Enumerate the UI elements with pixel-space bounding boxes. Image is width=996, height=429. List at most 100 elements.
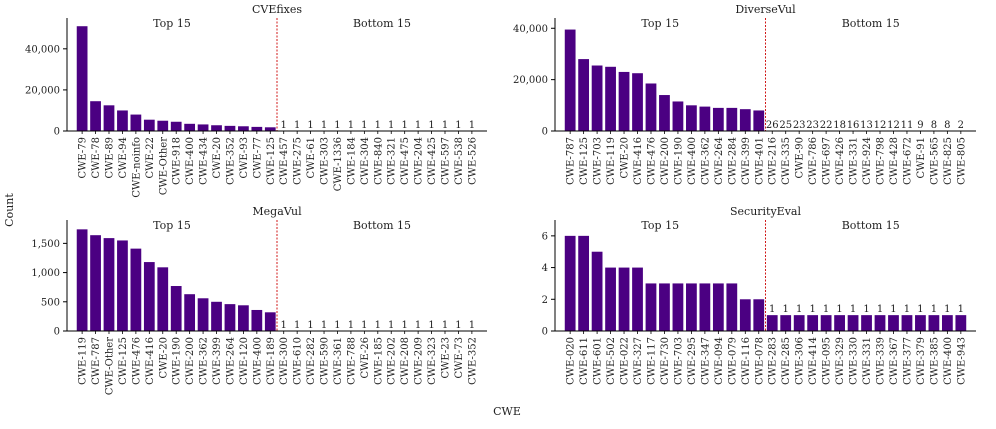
panel-4-category-label: CWE-116 [741,337,752,385]
panel-4-bar-value-label: 1 [850,304,856,315]
panel-4-category-label: CWE-377 [902,337,913,385]
panel-1-bar-value-label: 1 [348,120,354,131]
panel-4-bar-bottom [915,315,926,331]
panel-3-category-label: CWE-610 [293,337,304,385]
panel-2-category-label: CWE-672 [902,137,913,185]
panel-3-bar-top [211,302,222,331]
panel-3-category-label: CWE-323 [427,337,438,385]
panel-3-bar-top [104,238,115,331]
panel-1-bar-top [265,127,276,131]
panel-4-bar-bottom [821,315,832,331]
panel-4-category-label: CWE-329 [835,337,846,385]
panel-4-category-label: CWE-703 [673,337,684,385]
panel-1-category-label: CWE-20 [212,137,223,179]
panel-4-bar-top [619,268,630,331]
panel-2-bar-value-label: 16 [847,120,860,131]
panel-2-bar-value-label: 9 [917,120,923,131]
panel-1-category-label: CWE-434 [199,137,210,185]
panel-4-bar-value-label: 1 [863,304,869,315]
panel-4-category-label: CWE-327 [633,337,644,385]
panel-4-bar-top [632,268,643,331]
panel-3-title: MegaVul [252,205,302,218]
panel-3-bar-value-label: 1 [281,320,287,331]
panel-2-category-label: CWE-200 [660,137,671,185]
panel-4-bar-value-label: 1 [823,304,829,315]
panel-3-category-label: CWE-73 [454,337,465,379]
panel-2-bar-top [753,110,764,131]
panel-2-category-label: CWE-400 [687,137,698,185]
panel-3-section-bottom-label: Bottom 15 [353,219,411,232]
panel-4-category-label: CWE-611 [579,337,590,385]
panel-4-bar-value-label: 1 [836,304,842,315]
panel-3-category-label: CWE-23 [441,337,452,379]
panel-2-category-label: CWE-331 [849,137,860,185]
panel-1-category-label: CWE-526 [467,137,478,185]
panel-2-bar-value-label: 23 [793,120,806,131]
panel-3-ytick-label: 0 [54,327,60,338]
panel-3-category-label: CWE-208 [400,337,411,385]
panel-4-bar-top [673,283,684,331]
panel-2-category-label: CWE-565 [929,137,940,185]
panel-1-category-label: CWE-918 [172,137,183,185]
panel-3-bar-value-label: 1 [361,320,367,331]
panel-2-bar-top [726,108,737,131]
panel-4-title: SecurityEval [730,205,802,218]
panel-2-category-label: CWE-362 [700,137,711,185]
panel-3-ytick-label: 1,000 [31,268,60,279]
panel-4-bar-value-label: 1 [904,304,910,315]
panel-2-bar-top [578,59,589,131]
panel-2-bar-value-label: 8 [931,120,937,131]
panel-4-category-label: CWE-330 [849,337,860,385]
panel-1-bar-top [211,125,222,131]
panel-4-bar-value-label: 1 [890,304,896,315]
panel-1-category-label: CWE-303 [320,137,331,185]
panel-4-category-label: CWE-117 [646,337,657,385]
panel-3-category-label: CWE-399 [212,337,223,385]
panel-4-bar-top [740,299,751,331]
panel-4-bar-top [686,283,697,331]
panel-4-bar-top [699,283,710,331]
panel-4-bar-value-label: 1 [917,304,923,315]
panel-4-bar-top [646,283,657,331]
panel-2-category-label: CWE-805 [956,137,967,185]
panel-4-category-label: CWE-283 [768,337,779,385]
panel-1-bar-top [238,126,249,131]
panel-1-bar-value-label: 1 [321,120,327,131]
panel-1-ytick-label: 40,000 [25,44,60,55]
panel-1-category-label: CWE-Other [158,137,169,195]
panel-4-category-label: CWE-502 [606,337,617,385]
panel-3-bar-value-label: 1 [469,320,475,331]
panel-3-bar-value-label: 1 [321,320,327,331]
panel-2-category-label: CWE-786 [808,137,819,185]
panel-3-bar-value-label: 1 [294,320,300,331]
panel-1-bar-top [104,105,115,131]
panel-4-section-bottom-label: Bottom 15 [842,219,900,232]
panel-4-ytick-label: 6 [542,231,548,242]
panel-4-bar-value-label: 1 [809,304,815,315]
panel-2-category-label: CWE-697 [822,137,833,185]
panel-3-category-label: CWE-400 [252,337,263,385]
panel-4-category-label: CWE-347 [700,337,711,385]
panel-1-ytick-label: 0 [54,127,60,138]
panel-2-bar-top [686,105,697,131]
panel-1-category-label: CWE-597 [441,137,452,185]
panel-4-bar-bottom [794,315,805,331]
panel-4-bar-top [726,283,737,331]
panel-4-category-label: CWE-285 [781,337,792,385]
panel-2-category-label: CWE-284 [727,137,738,185]
panel-4-bar-value-label: 1 [877,304,883,315]
panel-3-category-label: CWE-Other [105,337,116,395]
panel-4-category-label: CWE-414 [808,337,819,385]
panel-4-bar-value-label: 1 [769,304,775,315]
panel-2-category-label: CWE-703 [593,137,604,185]
panel-3-category-label: CWE-119 [78,337,89,385]
panel-1-category-label: CWE-22 [145,137,156,179]
panel-2-bar-top [713,108,724,131]
panel-3-category-label: CWE-125 [118,337,129,385]
panel-3-category-label: CWE-788 [346,337,357,385]
panel-1-bar-value-label: 1 [361,120,367,131]
panel-2-bar-top [619,72,630,131]
y-axis-title: Count [3,193,16,227]
panel-2-bar-value-label: 2 [958,120,964,131]
panel-3-ytick-label: 1,500 [31,239,60,250]
